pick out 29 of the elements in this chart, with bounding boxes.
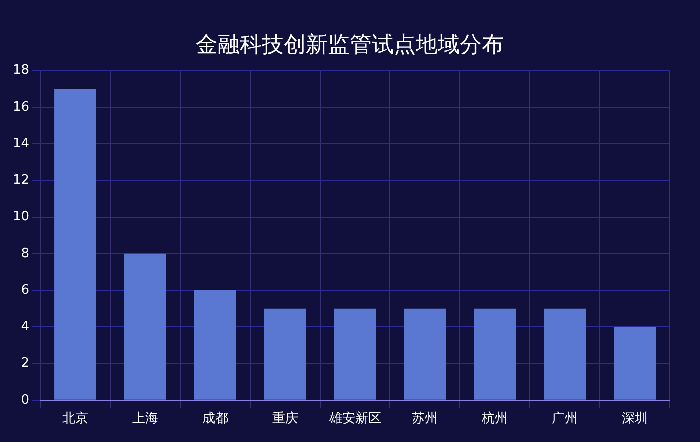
bar	[544, 308, 586, 400]
x-tick-label: 上海	[132, 412, 158, 427]
bar	[194, 290, 236, 400]
x-tick-label: 北京	[62, 412, 89, 427]
y-tick-label: 8	[21, 246, 30, 262]
x-tick-label: 深圳	[622, 412, 648, 427]
chart-title: 金融科技创新监管试点地域分布	[195, 32, 505, 60]
bar	[124, 254, 166, 400]
bar	[474, 308, 516, 400]
y-tick-label: 2	[21, 356, 30, 372]
x-tick-label: 雄安新区	[328, 410, 382, 427]
y-tick-label: 4	[21, 320, 30, 335]
x-tick-label: 广州	[552, 412, 578, 427]
y-tick-label: 6	[21, 282, 30, 298]
bar	[264, 308, 306, 400]
bar	[54, 89, 96, 400]
y-tick-label: 0	[21, 392, 30, 408]
y-tick-label: 18	[12, 63, 30, 78]
bar	[334, 308, 376, 400]
x-tick-label: 重庆	[272, 412, 298, 427]
y-tick-label: 14	[12, 136, 30, 152]
x-tick-label: 成都	[202, 412, 228, 427]
y-tick-label: 12	[12, 173, 30, 188]
y-tick-label: 10	[12, 210, 30, 225]
x-tick-label: 杭州	[481, 412, 508, 427]
x-tick-label: 苏州	[412, 412, 438, 427]
y-tick-label: 16	[12, 100, 30, 115]
bar	[614, 327, 656, 400]
bar	[404, 308, 446, 400]
